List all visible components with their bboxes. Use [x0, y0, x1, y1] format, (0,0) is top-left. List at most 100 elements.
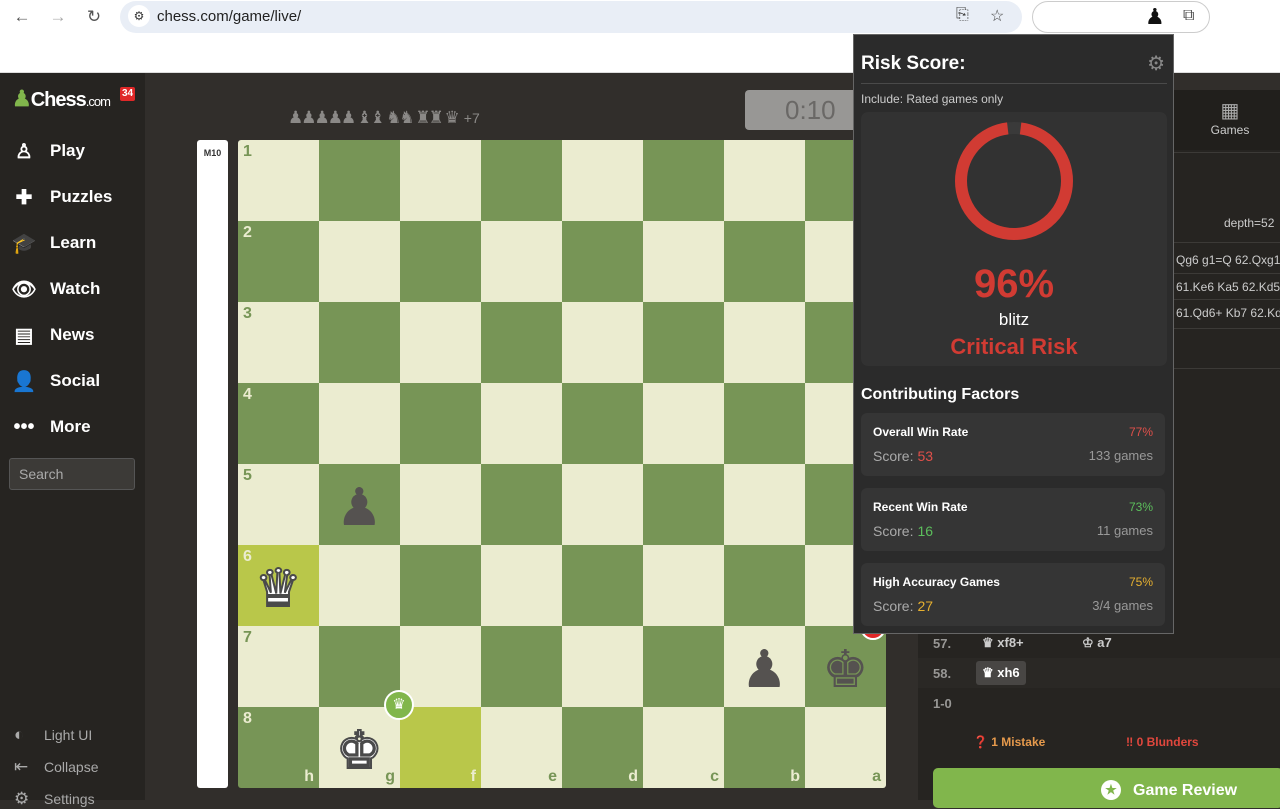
sidebar-light-ui[interactable]: ◐ Light UI [14, 725, 92, 745]
engine-line-2[interactable]: 61.Ke6 Ka5 62.Kd5 [1176, 280, 1280, 294]
square-g3[interactable] [319, 302, 400, 383]
square-h6[interactable]: 6 ♛ [238, 545, 319, 626]
bookmark-star-icon[interactable]: ☆ [990, 8, 1005, 25]
square-f2[interactable] [400, 221, 481, 302]
tab-games[interactable]: ▦ Games [1200, 98, 1260, 137]
back-button[interactable]: ← [13, 7, 31, 26]
factor-score: Score: 53 [873, 448, 933, 464]
sidebar-settings[interactable]: ⚙ Settings [14, 789, 95, 809]
file-label: d [628, 768, 638, 785]
square-g8[interactable]: g ♚ ♛ [319, 690, 414, 788]
square-d8[interactable]: d [562, 707, 643, 788]
square-d5[interactable] [562, 464, 643, 545]
address-bar[interactable]: ⚙ chess.com/game/live/ ⎘ ☆ [120, 1, 1022, 33]
square-a8[interactable]: a [805, 707, 886, 788]
black-pawn[interactable]: ♟ [336, 479, 383, 537]
sidebar-item-play[interactable]: ♙ Play [10, 136, 85, 166]
black-pawn[interactable]: ♟ [741, 641, 788, 699]
square-d1[interactable] [562, 140, 643, 221]
square-g4[interactable] [319, 383, 400, 464]
rank-label: 6 [243, 548, 252, 565]
white-queen[interactable]: ♛ [254, 560, 303, 618]
square-c3[interactable] [643, 302, 724, 383]
square-h7[interactable]: 7 [238, 626, 319, 707]
risk-extension-icon[interactable]: ♟ [1145, 4, 1165, 29]
square-b3[interactable] [724, 302, 805, 383]
square-e8[interactable]: e [481, 707, 562, 788]
sidebar-item-watch[interactable]: 👁 Watch [10, 274, 100, 304]
square-h1[interactable]: 1 [238, 140, 319, 221]
square-c8[interactable]: c [643, 707, 724, 788]
game-review-button[interactable]: ★ Game Review [933, 768, 1280, 808]
square-a7[interactable]: ♚ [805, 614, 886, 707]
square-f7[interactable] [400, 626, 481, 707]
square-h4[interactable]: 4 [238, 383, 319, 464]
square-c4[interactable] [643, 383, 724, 464]
reload-button[interactable]: ↻ [86, 7, 102, 26]
square-b1[interactable] [724, 140, 805, 221]
square-b4[interactable] [724, 383, 805, 464]
install-app-icon[interactable]: ⎘ [956, 6, 969, 23]
move-white-current[interactable]: ♛ xh6 [976, 661, 1026, 685]
square-g6[interactable] [319, 545, 400, 626]
square-c1[interactable] [643, 140, 724, 221]
square-e5[interactable] [481, 464, 562, 545]
square-b7[interactable]: ♟ [724, 626, 805, 707]
square-e7[interactable] [481, 626, 562, 707]
sidebar-collapse[interactable]: ⇤ Collapse [14, 757, 98, 777]
sidebar-item-social[interactable]: 👤 Social [10, 366, 101, 396]
move-black[interactable]: ♔ a7 [1082, 635, 1112, 650]
extensions-puzzle-icon[interactable]: ⧉ [1183, 7, 1195, 24]
square-d2[interactable] [562, 221, 643, 302]
url-text[interactable]: chess.com/game/live/ [157, 8, 302, 25]
sidebar-item-learn[interactable]: 🎓 Learn [10, 228, 97, 258]
extensions-area: ♟ ⧉ [1032, 1, 1210, 33]
white-king[interactable]: ♚ [335, 722, 384, 780]
square-f8[interactable]: f [400, 707, 481, 788]
square-f5[interactable] [400, 464, 481, 545]
engine-line-3[interactable]: 61.Qd6+ Kb7 62.Kd [1176, 306, 1280, 320]
chess-board[interactable]: 1 2 3 4 5 ♟ 6 ♛ 7 ♟ ♚ 8 h g ♚ ♛ f e d c b a [238, 140, 886, 788]
forward-button[interactable]: → [49, 7, 67, 26]
square-e1[interactable] [481, 140, 562, 221]
square-c2[interactable] [643, 221, 724, 302]
sidebar-item-puzzles[interactable]: ✚ Puzzles [10, 182, 113, 212]
square-e2[interactable] [481, 221, 562, 302]
square-f6[interactable] [400, 545, 481, 626]
sidebar-item-more[interactable]: ••• More [10, 412, 90, 442]
square-d4[interactable] [562, 383, 643, 464]
search-input[interactable]: Search [9, 458, 135, 490]
square-b6[interactable] [724, 545, 805, 626]
square-b5[interactable] [724, 464, 805, 545]
square-g7[interactable] [319, 626, 400, 707]
square-h2[interactable]: 2 [238, 221, 319, 302]
square-e3[interactable] [481, 302, 562, 383]
square-c7[interactable] [643, 626, 724, 707]
square-d7[interactable] [562, 626, 643, 707]
move-white[interactable]: ♛ xf8+ [982, 635, 1024, 650]
gear-icon[interactable]: ⚙ [1147, 53, 1165, 75]
square-d3[interactable] [562, 302, 643, 383]
square-e6[interactable] [481, 545, 562, 626]
square-b2[interactable] [724, 221, 805, 302]
square-h5[interactable]: 5 [238, 464, 319, 545]
square-g1[interactable] [319, 140, 400, 221]
square-f4[interactable] [400, 383, 481, 464]
square-h3[interactable]: 3 [238, 302, 319, 383]
puzzles-icon: ✚ [15, 186, 33, 209]
sidebar-item-news[interactable]: ▤ News [10, 320, 95, 350]
square-c6[interactable] [643, 545, 724, 626]
square-d6[interactable] [562, 545, 643, 626]
square-e4[interactable] [481, 383, 562, 464]
engine-line-1[interactable]: Qg6 g1=Q 62.Qxg1 [1176, 253, 1280, 267]
chess-logo[interactable]: ♟Chess.com [12, 86, 111, 112]
square-g2[interactable] [319, 221, 400, 302]
square-b8[interactable]: b [724, 707, 805, 788]
site-settings-icon[interactable]: ⚙ [128, 5, 150, 27]
black-king[interactable]: ♚ [822, 641, 869, 699]
square-c5[interactable] [643, 464, 724, 545]
square-g5[interactable]: ♟ [319, 464, 400, 545]
square-f1[interactable] [400, 140, 481, 221]
square-f3[interactable] [400, 302, 481, 383]
